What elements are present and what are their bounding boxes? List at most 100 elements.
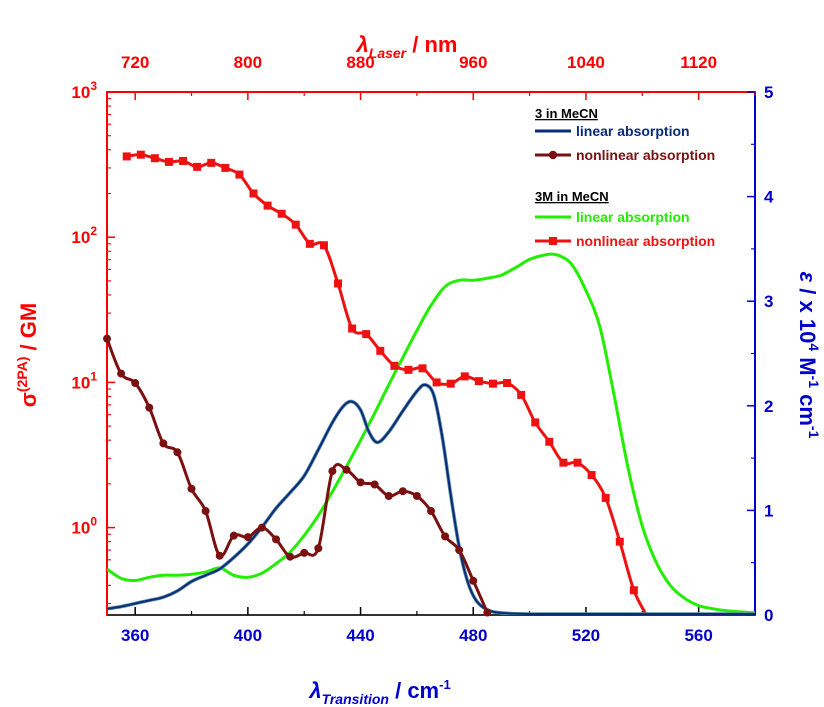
y-right-tick-label: 3 bbox=[764, 292, 773, 311]
data-point-s3M-nonlinear bbox=[418, 364, 427, 373]
data-point-s3-nonlinear bbox=[257, 523, 266, 532]
data-point-s3M-nonlinear bbox=[235, 170, 244, 179]
data-point-s3-nonlinear bbox=[159, 439, 168, 448]
data-point-s3-nonlinear bbox=[131, 379, 140, 388]
data-point-s3M-nonlinear bbox=[122, 152, 131, 161]
data-point-s3M-nonlinear bbox=[517, 390, 526, 399]
x-bottom-tick-label: 480 bbox=[459, 626, 487, 645]
data-point-s3-nonlinear bbox=[384, 492, 393, 501]
legend-marker-s3M-nonlinear bbox=[549, 237, 557, 245]
data-point-s3-nonlinear bbox=[243, 533, 252, 542]
series-line-s3M-linear bbox=[107, 252, 755, 615]
data-point-s3-nonlinear bbox=[286, 552, 295, 561]
bottom-axis-title: λTransition / cm-1 bbox=[308, 677, 450, 707]
legend-heading-3: 3 in MeCN bbox=[535, 106, 598, 121]
y-right-tick-label: 4 bbox=[764, 188, 774, 207]
data-point-s3M-nonlinear bbox=[348, 324, 357, 333]
data-point-s3M-nonlinear bbox=[460, 372, 469, 381]
data-point-s3M-nonlinear bbox=[305, 239, 314, 248]
data-point-s3M-nonlinear bbox=[559, 458, 568, 467]
data-point-s3-nonlinear bbox=[300, 548, 309, 557]
data-point-s3M-nonlinear bbox=[334, 279, 343, 288]
data-point-s3-nonlinear bbox=[314, 544, 323, 553]
legend-marker-s3-nonlinear bbox=[548, 150, 558, 160]
x-top-tick-label: 1120 bbox=[680, 53, 717, 72]
legend-label-s3-linear: linear absorption bbox=[576, 123, 690, 139]
data-point-s3M-nonlinear bbox=[545, 437, 554, 446]
data-point-s3M-nonlinear bbox=[474, 377, 483, 386]
legend: 3 in MeCN linear absorption nonlinear ab… bbox=[535, 106, 715, 249]
data-point-s3M-nonlinear bbox=[587, 471, 596, 480]
right-axis-title: ε / x 104 M-1 cm-1 bbox=[795, 272, 822, 439]
legend-label-s3-nonlinear: nonlinear absorption bbox=[576, 147, 715, 163]
data-point-s3-nonlinear bbox=[370, 480, 379, 489]
x-top-tick-label: 1040 bbox=[567, 53, 605, 72]
data-point-s3-nonlinear bbox=[187, 484, 196, 493]
x-bottom-tick-label: 440 bbox=[346, 626, 374, 645]
x-top-tick-label: 960 bbox=[459, 53, 487, 72]
data-point-s3M-nonlinear bbox=[376, 346, 385, 355]
data-point-s3M-nonlinear bbox=[291, 220, 300, 229]
y-right-tick-label: 2 bbox=[764, 397, 773, 416]
data-point-s3-nonlinear bbox=[342, 465, 351, 474]
x-bottom-tick-label: 400 bbox=[234, 626, 262, 645]
x-bottom-tick-label: 520 bbox=[572, 626, 600, 645]
data-point-s3M-nonlinear bbox=[193, 162, 202, 171]
y-left-tick-label: 101 bbox=[71, 369, 97, 392]
series-line-s3-linear-halo bbox=[107, 382, 755, 615]
x-top-tick-label: 720 bbox=[121, 53, 149, 72]
data-point-s3M-nonlinear bbox=[573, 458, 582, 467]
y-right-tick-label: 0 bbox=[764, 606, 773, 625]
data-point-s3-nonlinear bbox=[201, 507, 210, 516]
data-point-s3M-nonlinear bbox=[488, 379, 497, 388]
data-point-s3M-nonlinear bbox=[136, 150, 145, 159]
x-bottom-tick-label: 360 bbox=[121, 626, 149, 645]
data-point-s3-nonlinear bbox=[455, 546, 464, 555]
data-point-s3-nonlinear bbox=[117, 369, 126, 378]
left-axis-title: σ(2PA) / GM bbox=[14, 303, 41, 407]
data-point-s3M-nonlinear bbox=[150, 154, 159, 163]
top-axis-title: λLaser / nm bbox=[356, 32, 458, 61]
markers-group bbox=[103, 150, 638, 617]
data-point-s3M-nonlinear bbox=[432, 378, 441, 387]
x-top-tick-label: 800 bbox=[234, 53, 262, 72]
data-point-s3-nonlinear bbox=[272, 535, 281, 544]
y-right-tick-label: 1 bbox=[764, 501, 773, 520]
y-right-tick-label: 5 bbox=[764, 83, 773, 102]
data-point-s3-nonlinear bbox=[441, 532, 450, 541]
plot-frame bbox=[106, 91, 756, 616]
data-point-s3M-nonlinear bbox=[263, 201, 272, 210]
data-point-s3-nonlinear bbox=[215, 551, 224, 560]
data-point-s3-nonlinear bbox=[398, 487, 407, 496]
data-point-s3M-nonlinear bbox=[362, 330, 371, 339]
series-line-s3-nonlinear bbox=[107, 338, 489, 614]
data-point-s3-nonlinear bbox=[356, 478, 365, 487]
data-point-s3-nonlinear bbox=[427, 507, 435, 516]
y-left-tick-label: 103 bbox=[71, 79, 97, 102]
data-point-s3M-nonlinear bbox=[503, 379, 512, 388]
data-point-s3M-nonlinear bbox=[319, 241, 328, 250]
x-top-tick-label: 880 bbox=[346, 53, 374, 72]
series-line-s3-linear bbox=[107, 383, 755, 615]
data-point-s3-nonlinear bbox=[328, 467, 337, 476]
data-point-s3-nonlinear bbox=[145, 403, 154, 412]
data-point-s3M-nonlinear bbox=[179, 156, 188, 165]
legend-label-s3M-nonlinear: nonlinear absorption bbox=[576, 233, 715, 249]
data-point-s3-nonlinear bbox=[483, 608, 492, 617]
data-point-s3-nonlinear bbox=[173, 448, 182, 457]
data-point-s3-nonlinear bbox=[229, 531, 238, 540]
y-left-tick-label: 102 bbox=[71, 224, 97, 247]
data-point-s3M-nonlinear bbox=[404, 365, 413, 374]
data-point-s3M-nonlinear bbox=[249, 189, 258, 198]
data-point-s3-nonlinear bbox=[103, 334, 111, 343]
legend-label-s3M-linear: linear absorption bbox=[576, 209, 690, 225]
x-bottom-tick-label: 560 bbox=[684, 626, 712, 645]
data-point-s3M-nonlinear bbox=[221, 163, 230, 172]
y-left-tick-label: 100 bbox=[71, 515, 97, 538]
data-point-s3M-nonlinear bbox=[207, 158, 216, 167]
data-point-s3M-nonlinear bbox=[390, 361, 399, 370]
data-point-s3-nonlinear bbox=[412, 492, 421, 501]
data-point-s3M-nonlinear bbox=[446, 379, 455, 388]
